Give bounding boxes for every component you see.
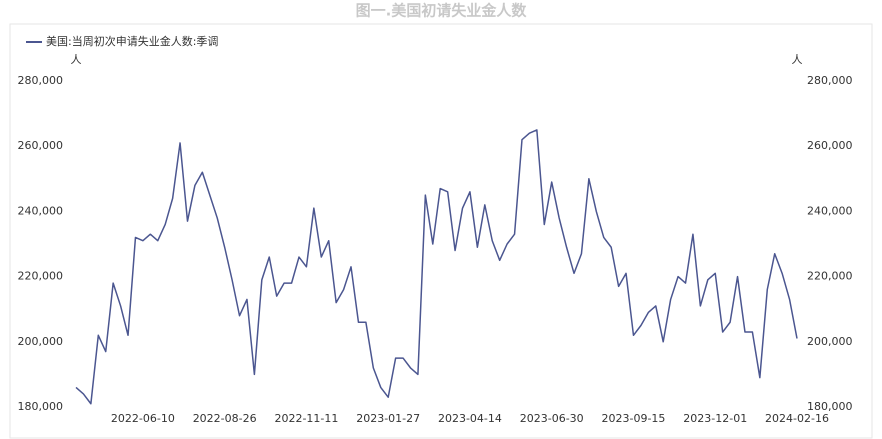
x-tick-label: 2023-04-14	[438, 412, 502, 425]
y-tick-label: 180,000	[18, 400, 64, 413]
x-tick-label: 2023-09-15	[602, 412, 666, 425]
y-tick-label: 200,000	[18, 335, 64, 348]
y-unit: 人	[71, 53, 82, 66]
y2-tick-label: 260,000	[807, 139, 853, 152]
y-tick-label: 260,000	[18, 139, 64, 152]
line-series	[75, 129, 798, 405]
y-tick-label: 240,000	[18, 204, 64, 217]
y-tick-label: 220,000	[18, 270, 64, 283]
x-tick-label: 2022-11-11	[274, 412, 338, 425]
x-tick-label: 2022-08-26	[193, 412, 257, 425]
y2-unit: 人	[792, 53, 803, 66]
x-tick-label: 2022-06-10	[111, 412, 175, 425]
y2-tick-label: 180,000	[807, 400, 853, 413]
y2-tick-label: 280,000	[807, 74, 853, 87]
frame	[9, 23, 873, 439]
x-tick-label: 2023-06-30	[520, 412, 584, 425]
x-tick-label: 2023-01-27	[356, 412, 420, 425]
y2-tick-label: 200,000	[807, 335, 853, 348]
y-tick-label: 280,000	[18, 74, 64, 87]
y2-tick-label: 240,000	[807, 204, 853, 217]
x-tick-label: 2023-12-01	[683, 412, 747, 425]
chart-title: 图一.美国初请失业金人数	[356, 2, 528, 20]
y2-tick-label: 220,000	[807, 270, 853, 283]
x-tick-label: 2024-02-16	[765, 412, 829, 425]
legend-label: 美国:当周初次申请失业金人数:季调	[46, 34, 218, 48]
